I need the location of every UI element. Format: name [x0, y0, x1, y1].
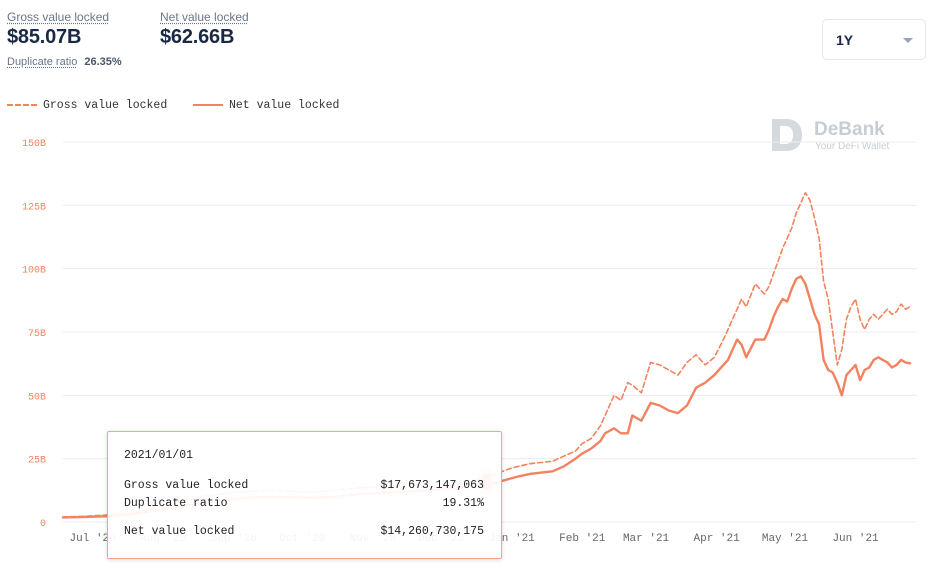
time-range-select[interactable]: 1Y — [822, 19, 926, 60]
y-tick-label: 75B — [28, 329, 46, 340]
chevron-down-icon — [903, 38, 913, 43]
debank-logo-icon — [772, 119, 802, 151]
chart-tooltip: 2021/01/01 Gross value locked $17,673,14… — [107, 431, 502, 559]
tooltip-duplicate-label: Duplicate ratio — [124, 497, 228, 510]
tooltip-row-gross: Gross value locked $17,673,147,063 — [124, 479, 484, 492]
legend-label-gross: Gross value locked — [43, 99, 168, 112]
tooltip-row-duplicate: Duplicate ratio 19.31% — [124, 497, 484, 510]
duplicate-ratio-label[interactable]: Duplicate ratio — [7, 56, 78, 68]
tooltip-date: 2021/01/01 — [124, 449, 194, 462]
time-range-value: 1Y — [836, 32, 854, 48]
tooltip-gross-value: $17,673,147,063 — [380, 479, 484, 492]
net-value-stat: Net value locked $62.66B — [160, 10, 249, 49]
legend-item-gross[interactable]: Gross value locked — [7, 99, 167, 112]
tooltip-net-value: $14,260,730,175 — [380, 525, 484, 538]
dashed-line-icon — [7, 103, 37, 106]
y-tick-label: 0 — [40, 519, 46, 530]
x-tick-label: May '21 — [762, 533, 809, 545]
duplicate-ratio-value: 26.35% — [84, 56, 122, 68]
solid-line-icon — [193, 103, 223, 106]
legend-item-net[interactable]: Net value locked — [193, 99, 339, 112]
debank-watermark: DeBank Your DeFi Wallet — [770, 117, 889, 158]
legend-label-net: Net value locked — [229, 99, 340, 112]
tooltip-net-label: Net value locked — [124, 525, 235, 538]
y-tick-label: 25B — [28, 456, 46, 467]
gross-value-amount: $85.07B — [7, 26, 82, 48]
watermark-brand: DeBank — [814, 119, 885, 140]
net-value-label[interactable]: Net value locked — [160, 10, 249, 24]
tooltip-row-net: Net value locked $14,260,730,175 — [124, 525, 484, 538]
tooltip-duplicate-value: 19.31% — [442, 497, 484, 510]
x-tick-label: Jul '20 — [70, 533, 116, 545]
y-tick-label: 100B — [22, 266, 46, 277]
duplicate-ratio: Duplicate ratio 26.35% — [7, 56, 122, 68]
gross-value-stat: Gross value locked $85.07B — [7, 10, 109, 49]
gross-value-label[interactable]: Gross value locked — [7, 10, 110, 24]
y-tick-label: 50B — [28, 392, 46, 403]
tooltip-gross-label: Gross value locked — [124, 479, 249, 492]
y-tick-label: 150B — [22, 139, 46, 150]
watermark-tagline: Your DeFi Wallet — [815, 141, 890, 152]
net-value-amount: $62.66B — [160, 26, 235, 48]
y-tick-label: 125B — [22, 202, 46, 213]
y-axis-labels: 0 25B 50B 75B 100B 125B 150B — [22, 139, 46, 530]
x-tick-label: Apr '21 — [694, 533, 741, 545]
x-tick-label: Jun '21 — [832, 533, 879, 545]
x-tick-label: Feb '21 — [559, 533, 606, 545]
x-tick-label: Mar '21 — [623, 533, 670, 545]
